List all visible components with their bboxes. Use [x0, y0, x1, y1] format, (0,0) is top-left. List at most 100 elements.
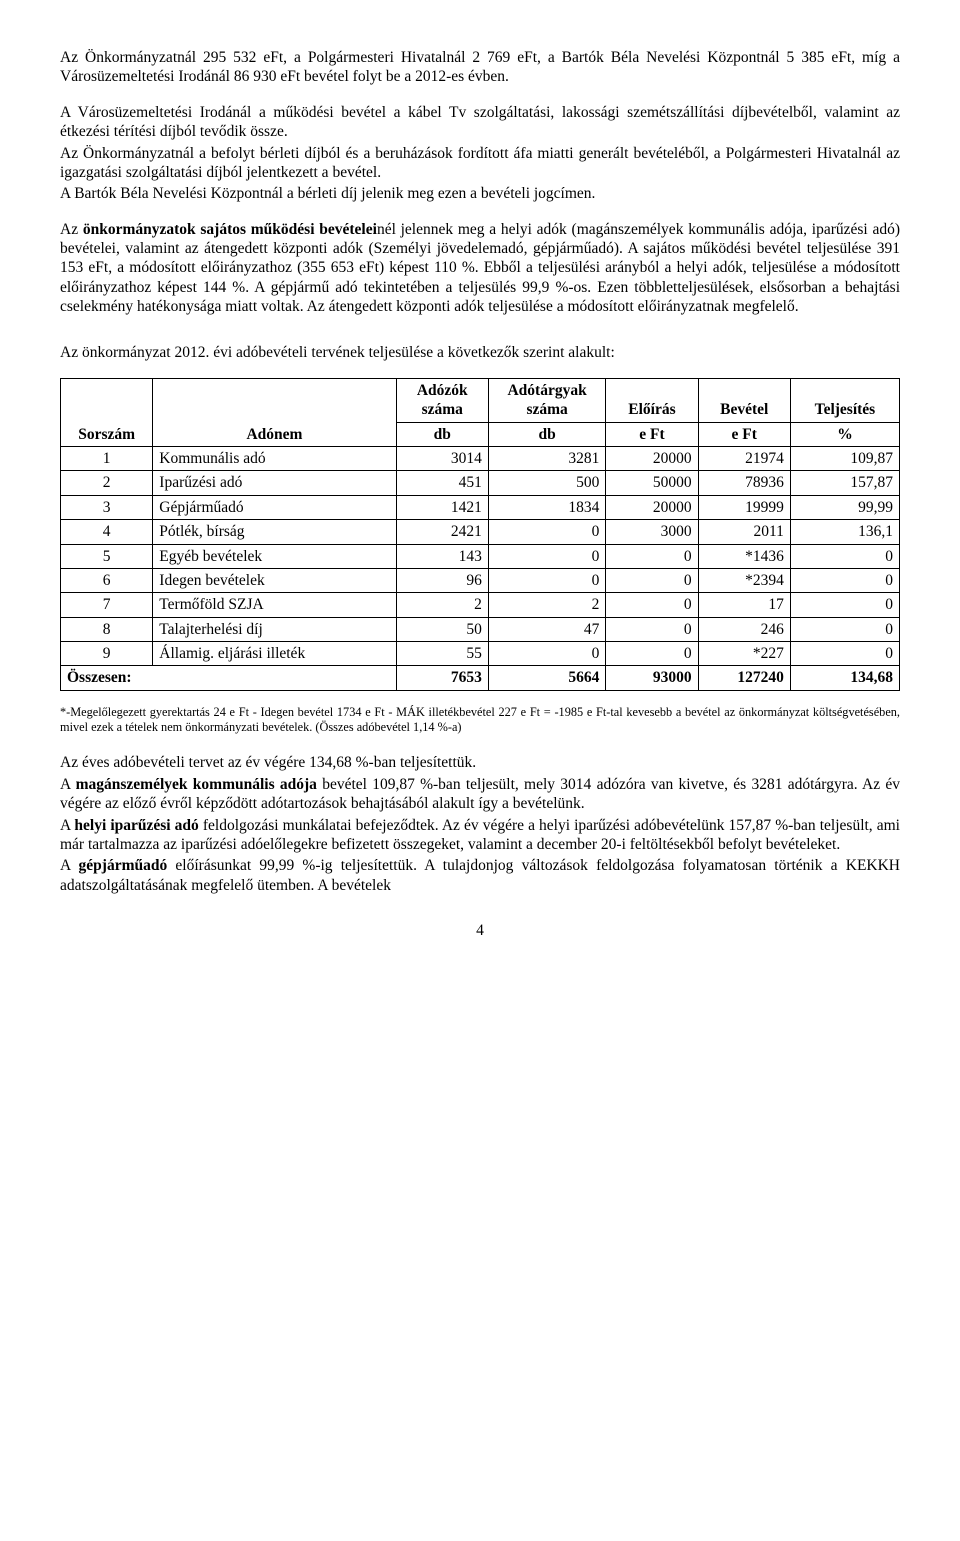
cell-adozok: 451 — [396, 471, 488, 495]
cell-telj: 0 — [790, 642, 899, 666]
th-adonem: Adónem — [153, 378, 396, 446]
paragraph-2b: Az Önkormányzatnál a befolyt bérleti díj… — [60, 144, 900, 183]
cell-adozok: 50 — [396, 617, 488, 641]
cell-bev: *1436 — [698, 544, 790, 568]
cell-eloiras: 0 — [606, 544, 698, 568]
cell-n: 3 — [61, 495, 153, 519]
paragraph-5: Az éves adóbevételi tervet az év végére … — [60, 753, 900, 772]
cell-telj: 0 — [790, 544, 899, 568]
total-bev: 127240 — [698, 666, 790, 690]
total-telj: 134,68 — [790, 666, 899, 690]
th-eloiras-unit: e Ft — [606, 422, 698, 446]
cell-nev: Termőföld SZJA — [153, 593, 396, 617]
cell-telj: 109,87 — [790, 447, 899, 471]
cell-nev: Gépjárműadó — [153, 495, 396, 519]
cell-n: 1 — [61, 447, 153, 471]
p7-bold: helyi iparűzési adó — [74, 817, 198, 834]
cell-telj: 157,87 — [790, 471, 899, 495]
cell-adozok: 96 — [396, 568, 488, 592]
th-teljesites: Teljesítés — [790, 378, 899, 422]
table-row: 7Termőföld SZJA220170 — [61, 593, 900, 617]
cell-n: 4 — [61, 520, 153, 544]
cell-n: 9 — [61, 642, 153, 666]
th-adozok: Adózók száma — [396, 378, 488, 422]
cell-telj: 0 — [790, 568, 899, 592]
p6-bold: magánszemélyek kommunális adója — [76, 776, 317, 793]
cell-targy: 47 — [488, 617, 605, 641]
page-number: 4 — [60, 921, 900, 940]
cell-eloiras: 20000 — [606, 495, 698, 519]
th-teljesites-unit: % — [790, 422, 899, 446]
cell-adozok: 2 — [396, 593, 488, 617]
table-row: 9Államig. eljárási illeték5500*2270 — [61, 642, 900, 666]
table-row: 4Pótlék, bírság2421030002011136,1 — [61, 520, 900, 544]
paragraph-3: Az önkormányzatok sajátos működési bevét… — [60, 220, 900, 317]
cell-n: 8 — [61, 617, 153, 641]
paragraph-2a: A Városüzemeltetési Irodánál a működési … — [60, 103, 900, 142]
cell-targy: 0 — [488, 568, 605, 592]
table-footnote: *-Megelőlegezett gyerektartás 24 e Ft - … — [60, 705, 900, 736]
p3-bold: önkormányzatok sajátos működési bevétele… — [83, 221, 377, 238]
cell-nev: Idegen bevételek — [153, 568, 396, 592]
cell-n: 5 — [61, 544, 153, 568]
paragraph-8: A gépjárműadó előírásunkat 99,99 %-ig te… — [60, 856, 900, 895]
cell-targy: 1834 — [488, 495, 605, 519]
table-footer: Összesen: 7653 5664 93000 127240 134,68 — [61, 666, 900, 690]
table-row: 6Idegen bevételek9600*23940 — [61, 568, 900, 592]
cell-targy: 2 — [488, 593, 605, 617]
paragraph-1: Az Önkormányzatnál 295 532 eFt, a Polgár… — [60, 48, 900, 87]
cell-targy: 0 — [488, 520, 605, 544]
cell-adozok: 3014 — [396, 447, 488, 471]
cell-bev: *227 — [698, 642, 790, 666]
cell-n: 6 — [61, 568, 153, 592]
cell-adozok: 2421 — [396, 520, 488, 544]
paragraph-2c: A Bartók Béla Nevelési Központnál a bérl… — [60, 184, 900, 203]
cell-eloiras: 20000 — [606, 447, 698, 471]
cell-targy: 0 — [488, 544, 605, 568]
total-eloiras: 93000 — [606, 666, 698, 690]
cell-bev: 78936 — [698, 471, 790, 495]
table-intro: Az önkormányzat 2012. évi adóbevételi te… — [60, 343, 900, 362]
cell-bev: 19999 — [698, 495, 790, 519]
table-row: 3Gépjárműadó14211834200001999999,99 — [61, 495, 900, 519]
cell-eloiras: 0 — [606, 642, 698, 666]
cell-eloiras: 50000 — [606, 471, 698, 495]
p7-pre: A — [60, 817, 74, 834]
cell-n: 2 — [61, 471, 153, 495]
th-bevetel: Bevétel — [698, 378, 790, 422]
th-bevetel-unit: e Ft — [698, 422, 790, 446]
cell-telj: 0 — [790, 617, 899, 641]
table-row: 5Egyéb bevételek14300*14360 — [61, 544, 900, 568]
p8-pre: A — [60, 857, 79, 874]
table-header: Sorszám Adónem Adózók száma Adótárgyak s… — [61, 378, 900, 446]
cell-targy: 500 — [488, 471, 605, 495]
table-row: 2Iparűzési adó4515005000078936157,87 — [61, 471, 900, 495]
cell-nev: Pótlék, bírság — [153, 520, 396, 544]
table-row: 8Talajterhelési díj504702460 — [61, 617, 900, 641]
cell-nev: Államig. eljárási illeték — [153, 642, 396, 666]
cell-adozok: 1421 — [396, 495, 488, 519]
total-targy: 5664 — [488, 666, 605, 690]
cell-targy: 0 — [488, 642, 605, 666]
cell-nev: Iparűzési adó — [153, 471, 396, 495]
p8-post: előírásunkat 99,99 %-ig teljesítettük. A… — [60, 857, 900, 893]
cell-targy: 3281 — [488, 447, 605, 471]
table-row: 1Kommunális adó301432812000021974109,87 — [61, 447, 900, 471]
th-adotargyak-unit: db — [488, 422, 605, 446]
p3-pre: Az — [60, 221, 83, 238]
cell-bev: 21974 — [698, 447, 790, 471]
cell-nev: Talajterhelési díj — [153, 617, 396, 641]
paragraph-7: A helyi iparűzési adó feldolgozási munká… — [60, 816, 900, 855]
th-eloiras: Előírás — [606, 378, 698, 422]
cell-eloiras: 0 — [606, 617, 698, 641]
cell-bev: 17 — [698, 593, 790, 617]
cell-telj: 99,99 — [790, 495, 899, 519]
th-sorszam: Sorszám — [61, 378, 153, 446]
cell-nev: Kommunális adó — [153, 447, 396, 471]
cell-bev: 2011 — [698, 520, 790, 544]
total-label: Összesen: — [61, 666, 397, 690]
table-body: 1Kommunális adó301432812000021974109,872… — [61, 447, 900, 666]
cell-adozok: 143 — [396, 544, 488, 568]
tax-revenue-table: Sorszám Adónem Adózók száma Adótárgyak s… — [60, 378, 900, 691]
cell-bev: *2394 — [698, 568, 790, 592]
